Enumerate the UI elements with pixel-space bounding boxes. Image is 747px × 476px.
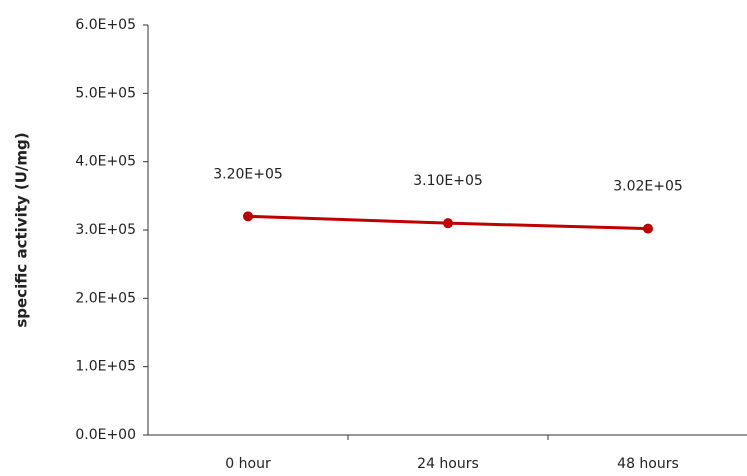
y-tick-label: 4.0E+05 (75, 154, 136, 170)
x-tick-label: 48 hours (617, 456, 679, 472)
data-point (443, 218, 453, 229)
y-tick-label: 6.0E+05 (75, 17, 136, 33)
x-tick-label: 24 hours (417, 456, 479, 472)
y-axis-title: specific activity (U/mg) (13, 132, 31, 327)
data-label: 3.02E+05 (613, 179, 683, 195)
data-label: 3.20E+05 (213, 166, 283, 182)
y-tick-label: 0.0E+00 (75, 427, 136, 443)
data-point (643, 223, 653, 234)
y-tick-label: 5.0E+05 (75, 85, 136, 101)
y-tick-label: 2.0E+05 (75, 290, 136, 306)
x-tick-label: 0 hour (225, 456, 271, 472)
y-tick-label: 3.0E+05 (75, 222, 136, 238)
data-label: 3.10E+05 (413, 173, 483, 189)
data-point (243, 211, 253, 222)
y-tick-label: 1.0E+05 (75, 359, 136, 375)
